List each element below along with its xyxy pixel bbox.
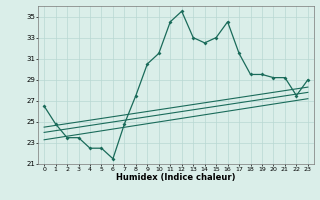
X-axis label: Humidex (Indice chaleur): Humidex (Indice chaleur) [116, 173, 236, 182]
